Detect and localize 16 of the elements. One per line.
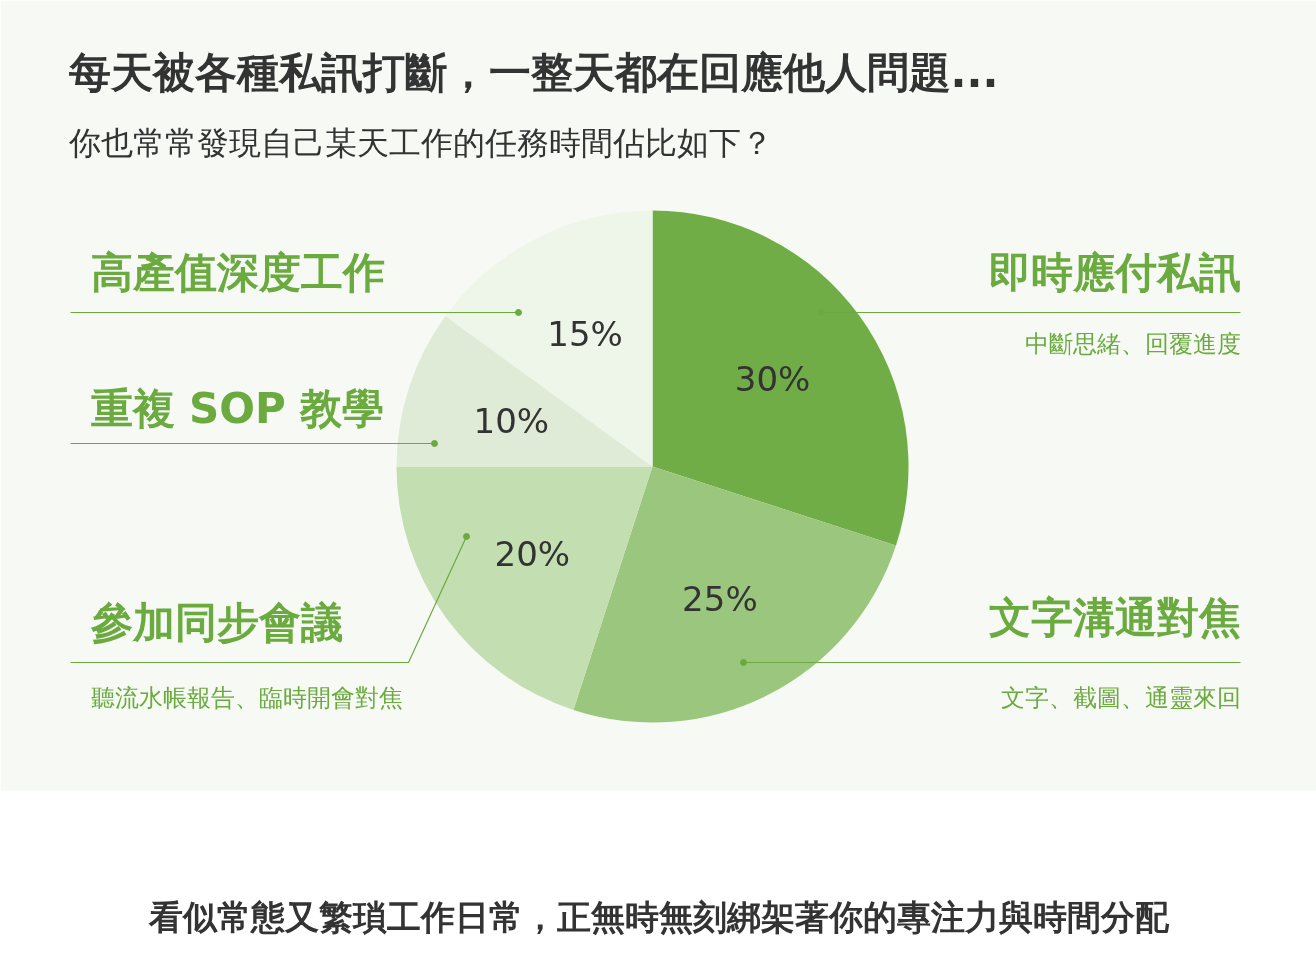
slice-label: 重複 SOP 教學 [90, 384, 385, 433]
chart-title: 每天被各種私訊打斷，一整天都在回應他人問題... [67, 48, 999, 97]
slice-label: 文字溝通對焦 [988, 593, 1241, 642]
chart-subtitle: 你也常常發現自己某天工作的任務時間佔比如下？ [67, 123, 773, 162]
data-label: 20% [494, 533, 571, 574]
data-label: 15% [547, 314, 623, 355]
text: 聽流水帳報告、臨時開會對焦 [90, 683, 403, 712]
data-label: 30% [734, 359, 811, 400]
slice-label: 即時應付私訊 [988, 248, 1241, 297]
text: 文字、截圖、通靈來回 [1000, 683, 1241, 712]
slice-label: 參加同步會議 [89, 598, 343, 647]
text: 中斷思緒、回覆進度 [1024, 329, 1241, 358]
data-label: 25% [682, 578, 758, 619]
data-label: 10% [473, 400, 550, 441]
slice-label: 高產值深度工作 [90, 248, 385, 297]
text: 看似常態又繁瑣工作日常，正無時無刻綁架著你的專注力與時間分配 [147, 896, 1170, 937]
